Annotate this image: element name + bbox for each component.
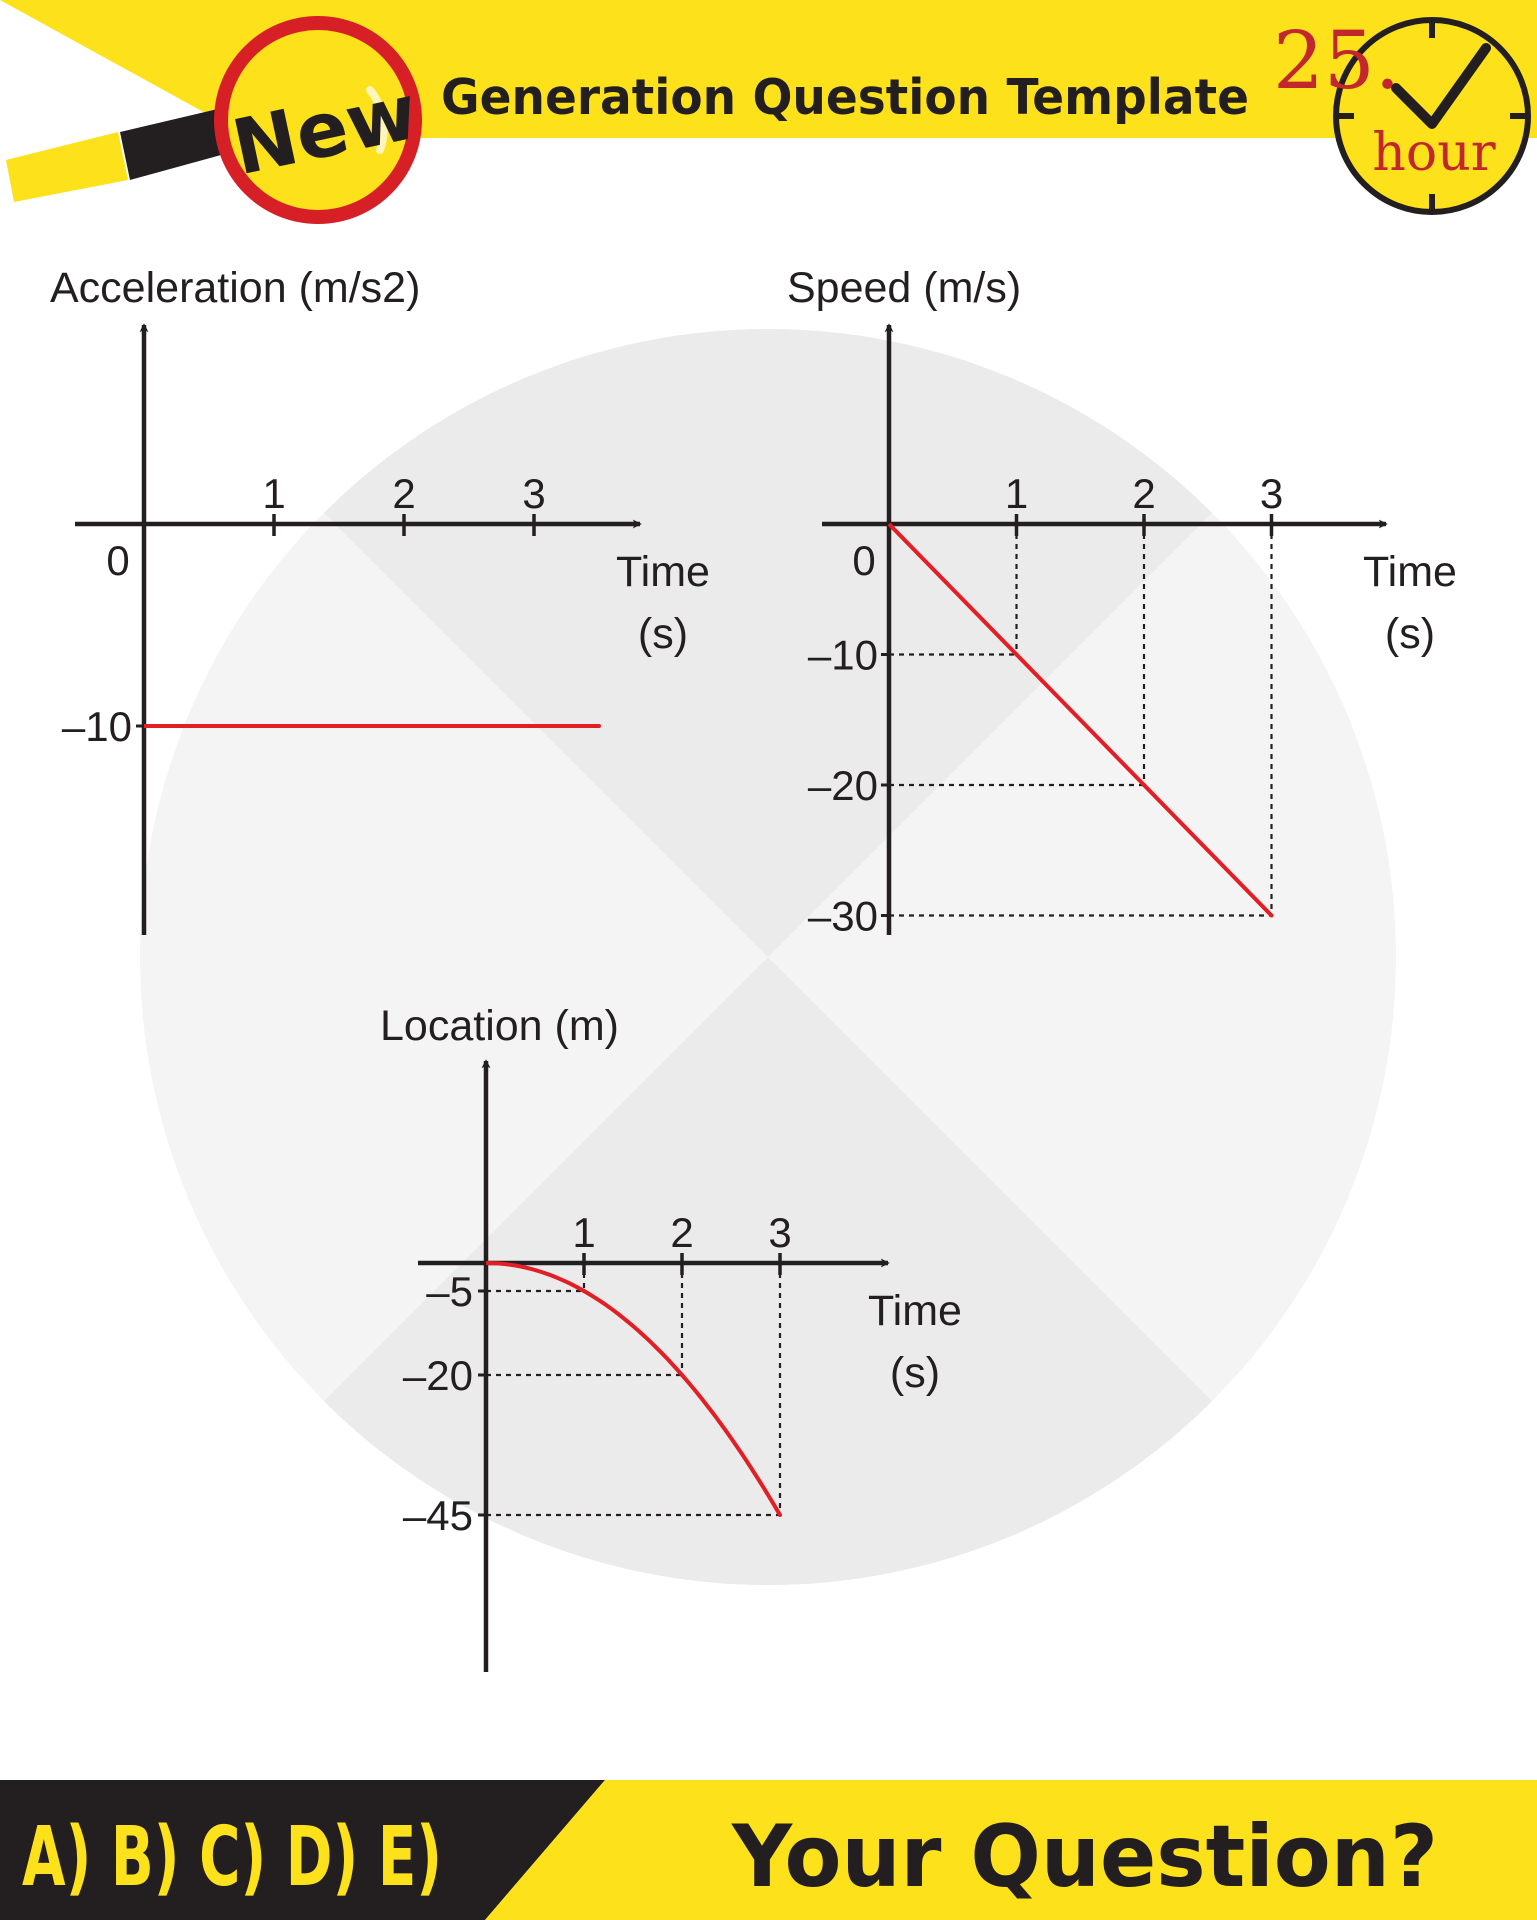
y-tick-label: –45 (403, 1492, 473, 1539)
answer-options: A) B) C) D) E) (22, 1810, 442, 1905)
magnifier-icon (6, 16, 422, 224)
x-tick-label: 2 (392, 470, 415, 517)
y-tick-label: –10 (808, 632, 878, 679)
y-tick-label: –20 (808, 762, 878, 809)
location-chart: Location (m) 1 2 3 –5 –20 –45 Time (s) (380, 1002, 962, 1672)
y-axis-label: Acceleration (m/s2) (50, 264, 420, 312)
data-point (1269, 913, 1274, 918)
acceleration-chart: Acceleration (m/s2) 1 2 3 –10 0 Time (s) (50, 264, 710, 935)
data-point (582, 1289, 586, 1293)
checkmark-icon (1391, 43, 1491, 129)
question-prompt: Your Question? (731, 1807, 1438, 1907)
x-tick-label: 3 (768, 1209, 791, 1256)
x-tick-label: 1 (1005, 470, 1028, 517)
x-tick-label: 3 (1260, 470, 1283, 517)
x-axis-label: Time (616, 548, 710, 596)
y-axis-label: Speed (m/s) (787, 264, 1021, 312)
x-tick-label: 1 (572, 1209, 595, 1256)
background-disc (140, 329, 1396, 1585)
y-axis-label: Location (m) (380, 1002, 619, 1050)
x-tick-label: 1 (262, 470, 285, 517)
x-axis-label: Time (1363, 548, 1457, 596)
x-axis-unit: (s) (1385, 610, 1435, 658)
data-point (1014, 652, 1019, 657)
x-axis-unit: (s) (890, 1349, 940, 1397)
clock-icon (1333, 17, 1531, 215)
data-point (597, 724, 601, 728)
x-tick-label: 2 (670, 1209, 693, 1256)
x-axis-unit: (s) (638, 610, 688, 658)
speed-chart: Speed (m/s) 1 2 3 –10 –20 –30 0 Time (s) (787, 264, 1457, 940)
series-line (887, 522, 1273, 917)
y-tick-label: –10 (62, 703, 132, 750)
x-tick-label: 2 (1132, 470, 1155, 517)
timer-number: 25. (1273, 14, 1400, 107)
y-tick-label: –30 (808, 893, 878, 940)
y-tick-label: –5 (426, 1268, 473, 1315)
series-line (485, 1261, 782, 1517)
x-axis-label: Time (868, 1287, 962, 1335)
origin-label: 0 (106, 537, 129, 584)
data-point (680, 1373, 684, 1377)
data-point (778, 1513, 782, 1517)
data-point (1142, 783, 1146, 787)
x-tick-label: 3 (522, 470, 545, 517)
page-title: Generation Question Template (441, 69, 1249, 126)
timer-unit: hour (1372, 123, 1495, 183)
y-tick-label: –20 (403, 1352, 473, 1399)
origin-label: 0 (852, 537, 875, 584)
footer-bar (0, 1780, 1537, 1920)
